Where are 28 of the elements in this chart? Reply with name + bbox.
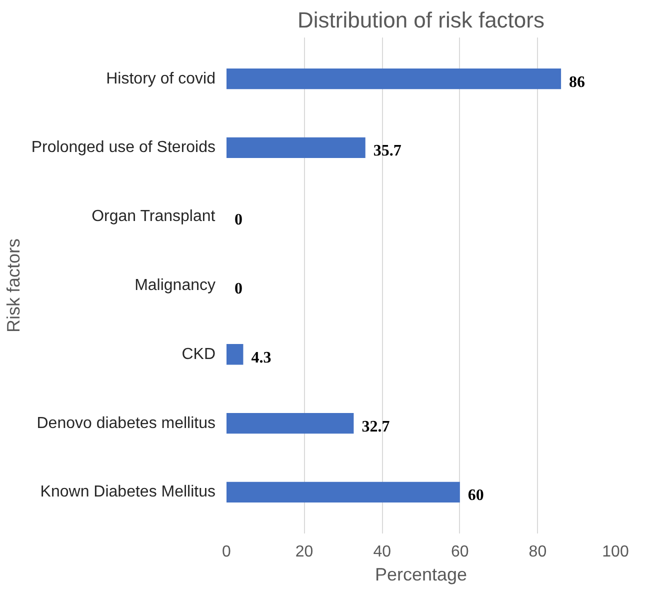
y-tick-label: Malignancy [134,277,216,294]
y-axis-title: Risk factors [3,238,24,333]
data-label: 0 [234,280,242,298]
data-label: 0 [234,212,242,229]
data-label: 86 [569,74,586,91]
x-tick-label: 20 [295,544,314,560]
data-label: 60 [468,487,484,504]
y-tick-label: Denovo diabetes mellitus [36,414,216,432]
data-label: 4.3 [251,349,272,366]
y-tick-label: CKD [182,346,216,363]
data-label: 32.7 [362,418,390,436]
bar [226,68,562,90]
data-label: 35.7 [373,142,402,160]
x-axis-title: Percentage [374,564,468,584]
y-tick-label: Known Diabetes Mellitus [40,484,216,501]
bar [226,344,244,365]
bar [226,482,460,502]
y-tick-label: History of covid [106,70,216,88]
bar [226,412,354,434]
x-tick-label: 80 [528,544,547,560]
x-tick-label: 0 [222,544,232,560]
chart-title: Distribution of risk factors [298,8,544,32]
x-tick-label: 60 [451,544,469,560]
bar [226,137,366,158]
x-tick-label: 40 [373,544,392,560]
y-tick-label: Organ Transplant [92,208,216,226]
x-tick-label: 100 [602,544,629,560]
y-tick-label: Prolonged use of Steroids [31,139,216,156]
